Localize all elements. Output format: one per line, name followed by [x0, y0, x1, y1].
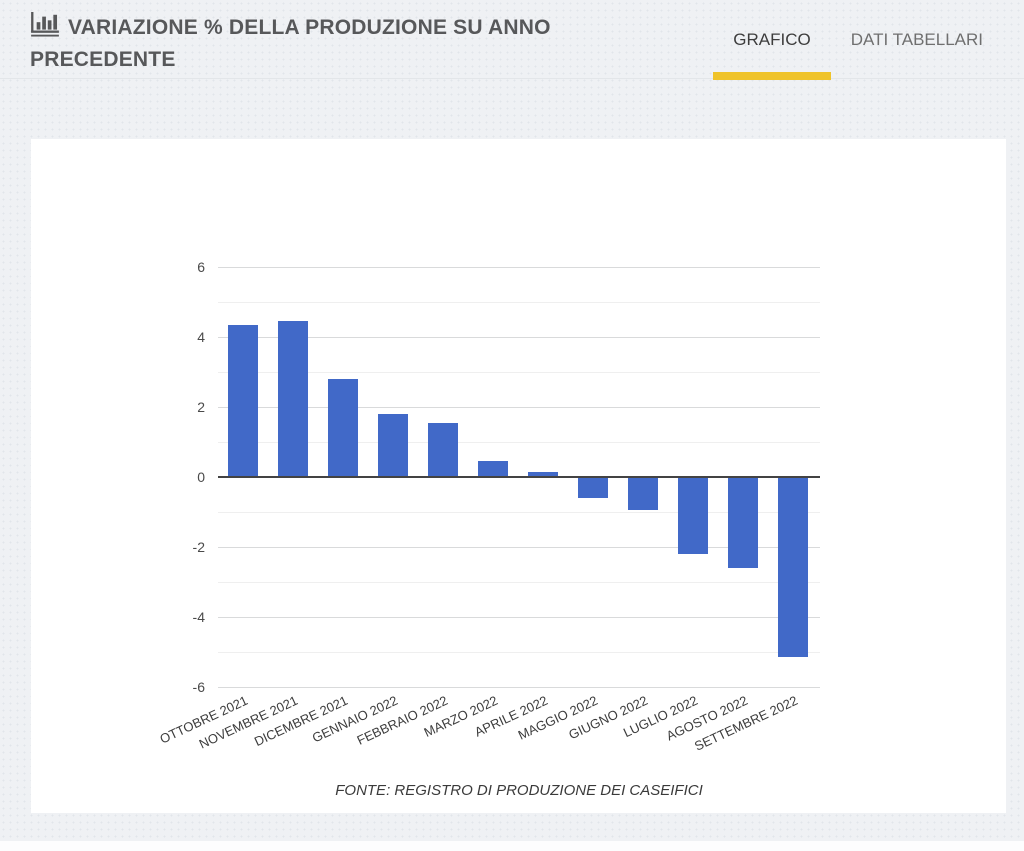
- bar[interactable]: [428, 422, 458, 477]
- tab-dati-tabellari-label: DATI TABELLARI: [850, 29, 983, 49]
- bar[interactable]: [528, 471, 558, 477]
- y-axis-tick-label: 4: [197, 329, 205, 345]
- bar-chart-icon: [30, 12, 60, 45]
- gridline-minor: [218, 652, 820, 653]
- y-axis-tick-label: -6: [192, 679, 205, 695]
- page-title: VARIAZIONE % DELLA PRODUZIONE SU ANNO PR…: [30, 12, 690, 74]
- bar[interactable]: [678, 477, 708, 554]
- gridline-minor: [218, 372, 820, 373]
- gridline-major: [218, 547, 820, 548]
- gridline-minor: [218, 302, 820, 303]
- tab-grafico-label: GRAFICO: [733, 29, 811, 49]
- gridline-major: [218, 267, 820, 268]
- bar[interactable]: [478, 461, 508, 477]
- gridline-major: [218, 407, 820, 408]
- x-axis-line: [218, 476, 820, 478]
- next-section-edge: [0, 841, 1024, 851]
- bar-chart-plot-area: 6 4 2 0 -2 -4 -6 OTTOBRE 2021 NOVEMBRE 2021 DICEM…: [157, 259, 820, 754]
- tab-grafico[interactable]: GRAFICO: [713, 0, 832, 80]
- source-note: FONTE: REGISTRO DI PRODUZIONE DEI CASEIF…: [335, 782, 703, 799]
- bar[interactable]: [728, 477, 758, 568]
- chart-card: 6 4 2 0 -2 -4 -6 OTTOBRE 2021 NOVEMBRE 2021 DICEM…: [31, 139, 1006, 813]
- tab-dati-tabellari[interactable]: DATI TABELLARI: [841, 0, 993, 79]
- gridline-minor: [218, 512, 820, 513]
- tab-bar: GRAFICO DATI TABELLARI: [713, 0, 993, 80]
- page-header: VARIAZIONE % DELLA PRODUZIONE SU ANNO PR…: [0, 0, 1024, 80]
- y-axis-tick-label: 6: [197, 259, 205, 275]
- y-axis-tick-label: -2: [192, 539, 205, 555]
- gridline-major: [218, 337, 820, 338]
- y-axis-tick-label: -4: [192, 609, 205, 625]
- y-axis-tick-label: 2: [197, 399, 205, 415]
- bar[interactable]: [228, 324, 258, 477]
- bar[interactable]: [628, 477, 658, 511]
- gridline-minor: [218, 582, 820, 583]
- gridline-minor: [218, 442, 820, 443]
- bar[interactable]: [278, 321, 308, 477]
- bar[interactable]: [328, 379, 358, 477]
- y-axis-tick-label: 0: [197, 469, 205, 485]
- bar[interactable]: [578, 477, 608, 498]
- gridline-major: [218, 617, 820, 618]
- page-title-text: VARIAZIONE % DELLA PRODUZIONE SU ANNO PR…: [30, 16, 551, 71]
- bar[interactable]: [378, 414, 408, 477]
- gridline-major: [218, 687, 820, 688]
- bar[interactable]: [778, 477, 808, 658]
